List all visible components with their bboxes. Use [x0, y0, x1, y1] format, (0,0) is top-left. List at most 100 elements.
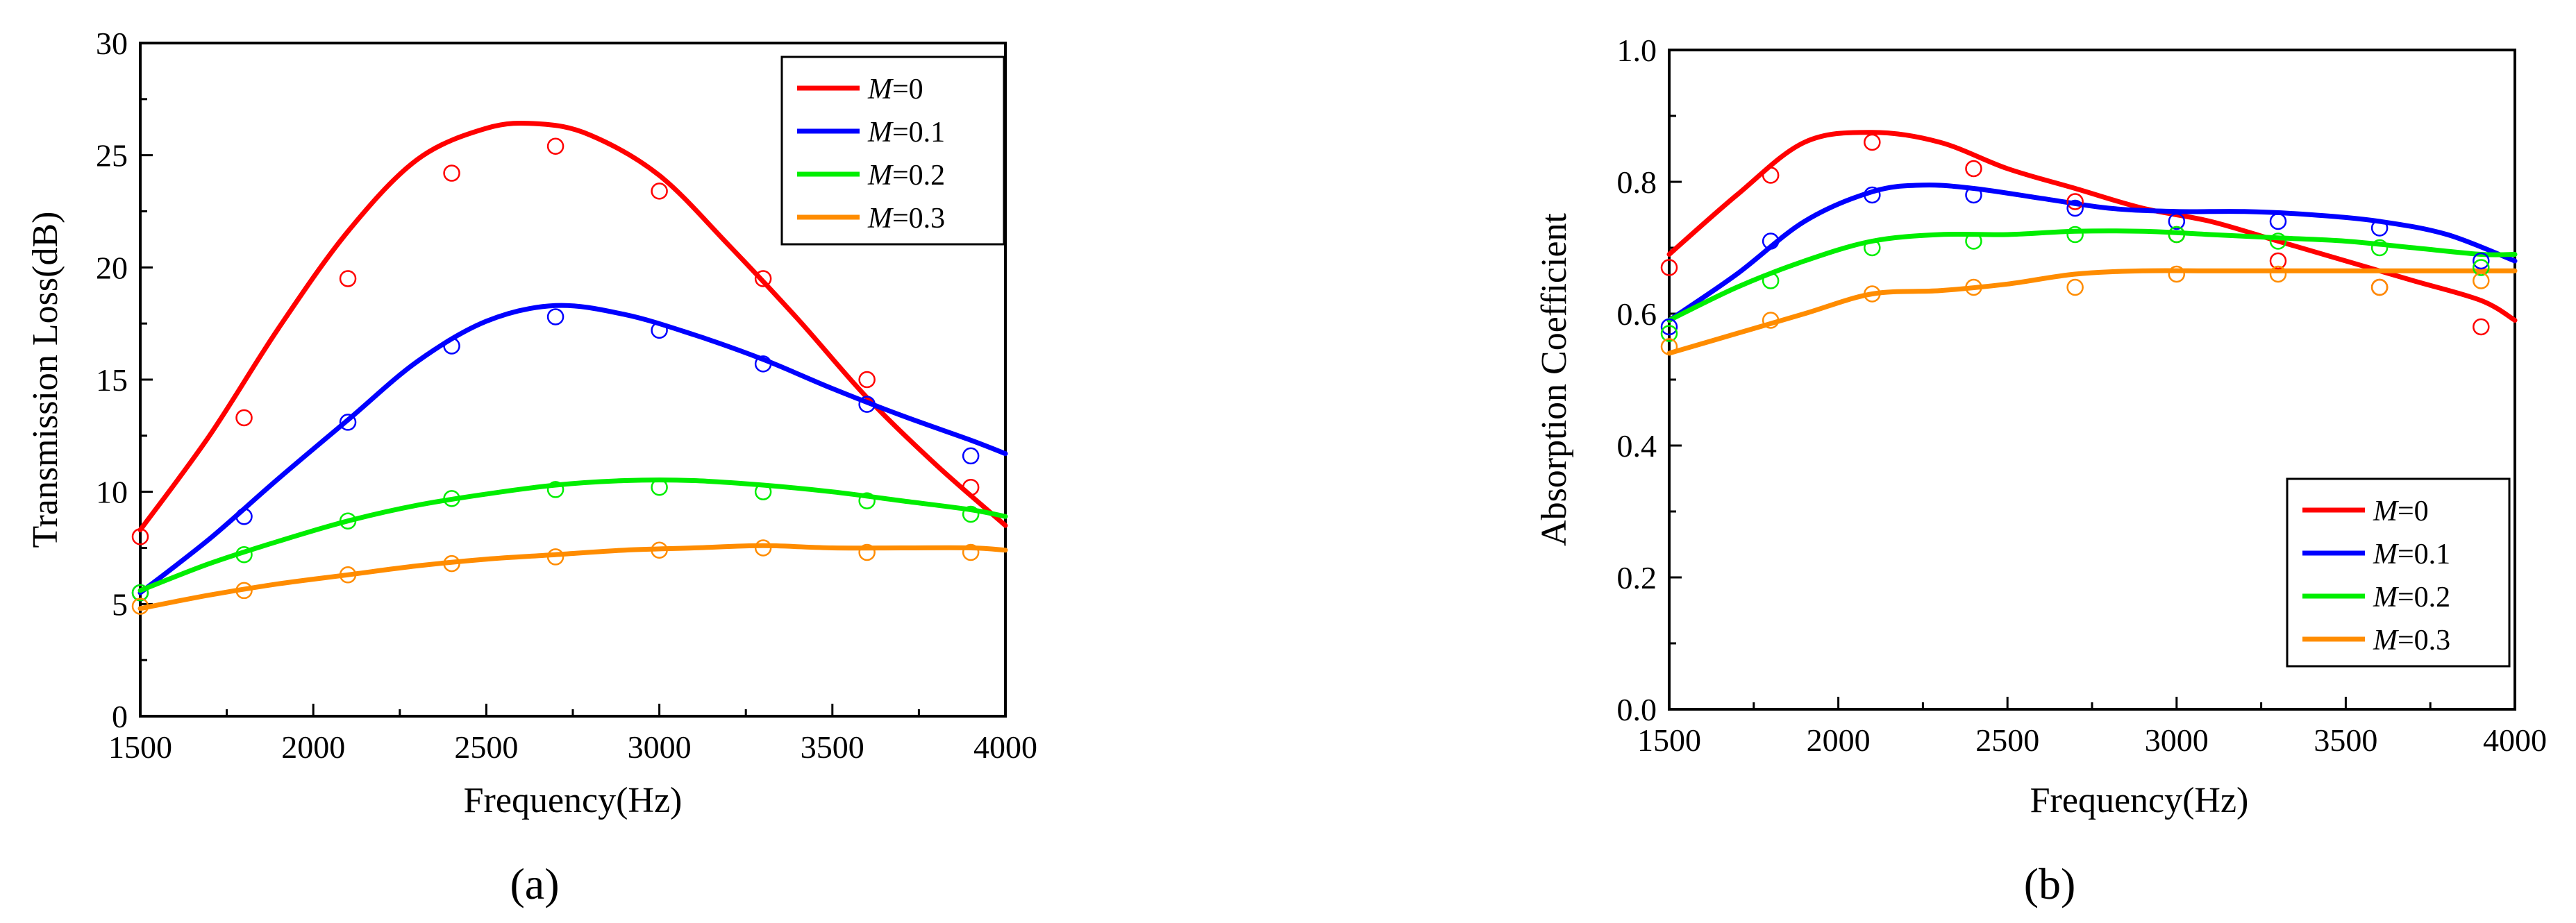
- x-tick-label: 2500: [1975, 722, 2039, 758]
- data-point: [858, 543, 876, 561]
- data-point: [1762, 167, 1780, 184]
- panel-b-absorption-coefficient: 1500 2000 2500 3000 3500 4000 0.0 0.2 0.4 0.6 0.8 1…: [1534, 33, 2547, 908]
- x-tick-label: 1500: [108, 729, 172, 765]
- x-tick-label: 2000: [281, 729, 345, 765]
- panel-b-legend: M=0 M=0.1 M=0.2 M=0.3: [2286, 477, 2511, 668]
- panel-b-ticks: 1500 2000 2500 3000 3500 4000 0.0 0.2 0.4 0.6 0.8 1…: [1617, 33, 2548, 758]
- data-point: [1864, 133, 1881, 151]
- series-line-m-0-3: [137, 543, 1008, 611]
- data-point: [339, 512, 357, 530]
- data-point: [1965, 232, 1982, 250]
- legend-label: M=0: [867, 74, 923, 105]
- data-point: [235, 545, 253, 564]
- data-point: [754, 270, 772, 287]
- x-tick-label: 4000: [2483, 722, 2547, 758]
- data-point: [131, 528, 149, 545]
- y-tick-label: 15: [96, 362, 128, 398]
- data-point: [339, 270, 357, 287]
- data-point: [2370, 239, 2389, 257]
- data-point: [235, 409, 253, 427]
- y-tick-label: 0.4: [1617, 428, 1657, 464]
- data-point: [2473, 318, 2490, 336]
- data-point: [858, 371, 876, 389]
- data-point: [2269, 252, 2287, 270]
- panel-a-x-axis-title: Frequency(Hz): [464, 781, 683, 820]
- data-point: [651, 478, 668, 496]
- data-point: [962, 505, 980, 523]
- data-point: [651, 321, 668, 339]
- data-point: [235, 507, 253, 525]
- data-point: [2370, 278, 2389, 296]
- data-point: [2473, 259, 2490, 276]
- data-point: [1660, 325, 1678, 342]
- panel-a-label: (a): [510, 859, 559, 908]
- y-tick-label: 25: [96, 138, 128, 173]
- data-point: [2168, 265, 2186, 283]
- y-tick-label: 0.2: [1617, 560, 1657, 595]
- data-point: [131, 584, 149, 602]
- legend-label: M=0.1: [2373, 539, 2450, 570]
- data-point: [546, 548, 564, 566]
- panel-b-y-axis-title: Absorption Coefficient: [1534, 212, 1574, 546]
- data-point: [443, 554, 460, 573]
- data-point: [858, 492, 876, 509]
- data-point: [2168, 212, 2186, 230]
- data-point: [1762, 272, 1780, 289]
- data-point: [131, 598, 149, 615]
- panel-a-series-points: [131, 137, 980, 615]
- data-point: [651, 183, 668, 200]
- data-point: [2473, 272, 2490, 289]
- panel-b-series-points: [1660, 133, 2490, 355]
- legend-label: M=0.2: [2373, 582, 2450, 613]
- data-point: [962, 478, 980, 496]
- data-point: [2269, 232, 2287, 250]
- data-point: [1864, 239, 1881, 257]
- y-tick-label: 0: [112, 699, 128, 734]
- data-point: [2066, 278, 2084, 296]
- x-tick-label: 3000: [2145, 722, 2209, 758]
- x-tick-label: 3500: [2314, 722, 2377, 758]
- data-point: [754, 483, 772, 500]
- data-point: [2168, 226, 2186, 244]
- y-tick-label: 5: [112, 586, 128, 622]
- y-tick-label: 30: [96, 26, 128, 61]
- data-point: [754, 539, 772, 557]
- y-tick-label: 10: [96, 475, 128, 510]
- panel-a-transmission-loss: 1500 2000 2500 3000 3500 4000 0 5 10 15 20 25 30 Fre…: [26, 26, 1037, 908]
- y-tick-label: 20: [96, 250, 128, 285]
- data-point: [1762, 232, 1780, 250]
- x-tick-label: 3500: [801, 729, 864, 765]
- x-tick-label: 4000: [973, 729, 1037, 765]
- data-point: [2066, 226, 2084, 244]
- legend-label: M=0.3: [2373, 625, 2450, 657]
- data-point: [1660, 259, 1678, 276]
- series-line-m-0-2: [1666, 228, 2518, 323]
- data-point: [1864, 285, 1881, 303]
- data-point: [1965, 186, 1982, 204]
- legend-label: M=0.1: [867, 117, 945, 149]
- x-tick-label: 1500: [1637, 722, 1701, 758]
- data-point: [546, 308, 564, 325]
- data-point: [2269, 212, 2287, 230]
- data-point: [1965, 278, 1982, 296]
- data-point: [2473, 252, 2490, 270]
- y-tick-label: 0.8: [1617, 164, 1657, 200]
- series-line-m-0-1: [1666, 183, 2518, 323]
- series-line-m-0-2: [137, 477, 1008, 593]
- panel-a-legend: M=0 M=0.1 M=0.2 M=0.3: [780, 56, 1005, 246]
- data-point: [754, 355, 772, 373]
- data-point: [2066, 199, 2084, 217]
- data-point: [339, 414, 357, 431]
- data-point: [1660, 338, 1678, 355]
- data-point: [235, 582, 253, 600]
- legend-label: M=0: [2373, 496, 2429, 527]
- y-tick-label: 0.6: [1617, 296, 1657, 332]
- series-line-m-0: [1666, 130, 2518, 323]
- series-line-m-0: [137, 120, 1008, 533]
- data-point: [1660, 318, 1678, 336]
- data-point: [443, 164, 460, 182]
- series-line-m-0-3: [1666, 268, 2518, 356]
- data-point: [962, 543, 980, 561]
- panel-a-ticks: 1500 2000 2500 3000 3500 4000 0 5 10 15 20 25 30: [96, 26, 1037, 765]
